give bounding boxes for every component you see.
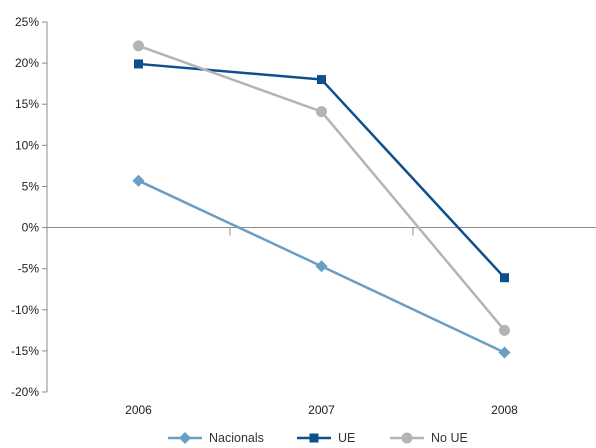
data-point-no-ue: [133, 40, 144, 52]
data-point-ue: [134, 59, 143, 69]
legend-item-ue: UE: [297, 431, 355, 445]
data-point-ue: [317, 75, 326, 85]
x-tick-label: 2006: [125, 403, 152, 417]
y-tick-label: -20%: [11, 385, 39, 399]
data-point-no-ue: [499, 324, 510, 336]
x-tick-label: 2008: [491, 403, 518, 417]
data-point-nacionals: [132, 174, 145, 187]
legend-marker: [309, 433, 319, 443]
data-point-nacionals: [498, 346, 511, 359]
y-tick-label: 15%: [15, 97, 39, 111]
series-line-ue: [138, 62, 506, 279]
legend-item-no-ue: No UE: [390, 431, 468, 445]
legend-item-nacionals: Nacionals: [168, 431, 264, 445]
y-tick-label: 0%: [22, 221, 40, 235]
legend-marker: [401, 432, 413, 444]
y-tick-label: 10%: [15, 138, 39, 152]
legend-label: No UE: [431, 431, 468, 445]
data-point-ue: [500, 273, 509, 283]
legend-marker: [179, 432, 191, 444]
series-markers: [132, 40, 511, 359]
x-tick-label: 2007: [308, 403, 335, 417]
series-line-no-ue: [138, 44, 506, 332]
y-tick-label: 25%: [15, 15, 39, 29]
y-tick-label: 20%: [15, 56, 39, 70]
y-tick-label: 5%: [22, 179, 40, 193]
chart-legend: Nacionals UE No UE: [168, 431, 468, 445]
data-point-nacionals: [315, 260, 328, 273]
data-point-no-ue: [316, 106, 327, 118]
y-tick-label: -5%: [18, 262, 40, 276]
legend-label: Nacionals: [209, 431, 264, 445]
y-tick-label: -10%: [11, 303, 39, 317]
series-lines: [137, 44, 506, 354]
legend-label: UE: [338, 431, 355, 445]
y-tick-label: -15%: [11, 344, 39, 358]
chart-axes: -20% -15% -10% -5% 0% 5% 10% 15% 20% 25% 2006 2007 2…: [11, 15, 596, 417]
